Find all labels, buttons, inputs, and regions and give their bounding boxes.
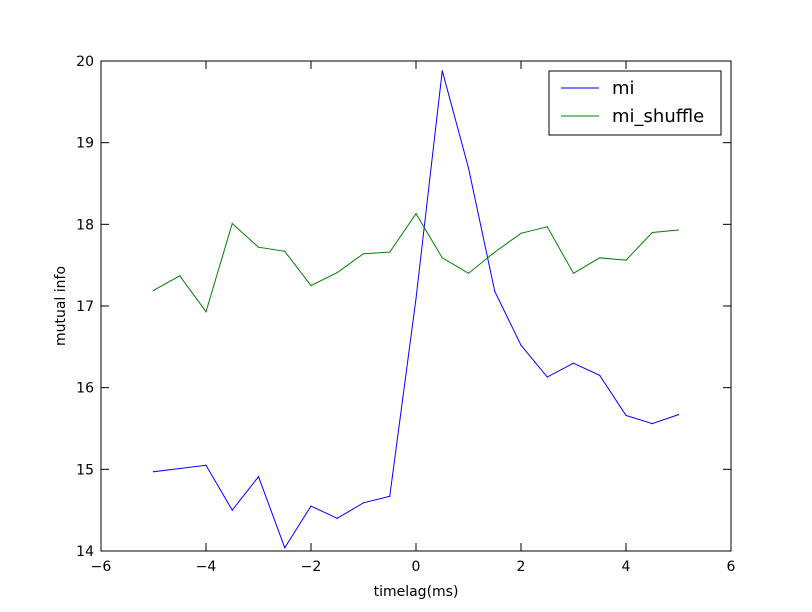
y-tick-label: 20 bbox=[76, 54, 94, 70]
legend-label-mi_shuffle: mi_shuffle bbox=[612, 106, 704, 127]
data-point-mi bbox=[651, 423, 653, 425]
data-point-mi_shuffle bbox=[310, 284, 312, 287]
y-tick-label: 16 bbox=[76, 381, 94, 397]
data-point-mi bbox=[677, 414, 680, 416]
data-point-mi_shuffle bbox=[389, 251, 391, 253]
data-point-mi bbox=[520, 344, 522, 346]
x-axis-label: timelag(ms) bbox=[374, 584, 459, 600]
y-tick-label: 19 bbox=[76, 136, 94, 152]
data-point-mi_shuffle bbox=[494, 251, 496, 253]
series-layer bbox=[152, 70, 680, 549]
data-point-mi bbox=[205, 464, 207, 466]
data-point-mi bbox=[494, 290, 496, 292]
data-point-mi_shuffle bbox=[467, 272, 470, 274]
x-tick-label: −6 bbox=[91, 559, 112, 575]
legend-label-mi: mi bbox=[612, 78, 635, 99]
legend-box bbox=[548, 70, 722, 136]
x-tick-label: 6 bbox=[727, 559, 736, 575]
x-tick-label: 0 bbox=[412, 559, 421, 575]
x-tick-label: −4 bbox=[196, 559, 217, 575]
data-point-mi bbox=[467, 167, 470, 169]
data-point-mi_shuffle bbox=[362, 253, 365, 255]
data-point-mi bbox=[362, 502, 365, 504]
data-point-mi bbox=[389, 495, 391, 497]
data-point-mi_shuffle bbox=[231, 222, 233, 225]
data-point-mi_shuffle bbox=[625, 259, 627, 261]
data-point-mi bbox=[546, 376, 548, 378]
data-point-mi_shuffle bbox=[546, 226, 548, 228]
plot-area bbox=[101, 61, 731, 551]
data-point-mi_shuffle bbox=[205, 311, 207, 313]
y-tick-label: 14 bbox=[76, 544, 94, 560]
data-point-mi bbox=[415, 298, 417, 300]
data-point-mi_shuffle bbox=[599, 257, 601, 259]
data-point-mi_shuffle bbox=[257, 246, 260, 248]
data-point-mi_shuffle bbox=[415, 213, 417, 215]
data-point-mi_shuffle bbox=[284, 250, 286, 252]
data-point-mi bbox=[179, 467, 181, 470]
data-point-mi_shuffle bbox=[520, 232, 522, 234]
y-axis-label: mutual info bbox=[53, 266, 69, 346]
x-tick-label: 2 bbox=[517, 559, 526, 575]
y-tick-label: 15 bbox=[76, 462, 94, 478]
data-point-mi bbox=[152, 471, 155, 473]
data-point-mi bbox=[572, 362, 575, 364]
y-tick-label: 17 bbox=[76, 299, 94, 315]
y-tick-label: 18 bbox=[76, 217, 94, 233]
data-point-mi_shuffle bbox=[441, 257, 443, 259]
data-point-mi bbox=[625, 414, 627, 417]
data-point-mi bbox=[441, 70, 443, 72]
data-point-mi_shuffle bbox=[152, 289, 155, 292]
data-point-mi bbox=[336, 517, 338, 519]
data-point-mi bbox=[310, 505, 312, 507]
data-point-mi bbox=[599, 374, 601, 377]
x-tick-label: 4 bbox=[622, 559, 631, 575]
legend: mi mi_shuffle bbox=[548, 70, 722, 136]
data-point-mi_shuffle bbox=[179, 275, 181, 277]
data-point-mi bbox=[231, 509, 233, 511]
data-point-mi_shuffle bbox=[677, 229, 680, 231]
data-point-mi_shuffle bbox=[651, 231, 653, 234]
data-point-mi bbox=[284, 547, 286, 549]
data-point-mi_shuffle bbox=[572, 272, 575, 274]
x-tick-label: −2 bbox=[301, 559, 322, 575]
y-axis: 14 15 16 17 18 19 20 bbox=[76, 54, 731, 560]
data-point-mi_shuffle bbox=[336, 271, 338, 274]
data-point-mi bbox=[257, 476, 260, 478]
x-axis: −6 −4 −2 0 2 4 6 bbox=[91, 61, 736, 575]
